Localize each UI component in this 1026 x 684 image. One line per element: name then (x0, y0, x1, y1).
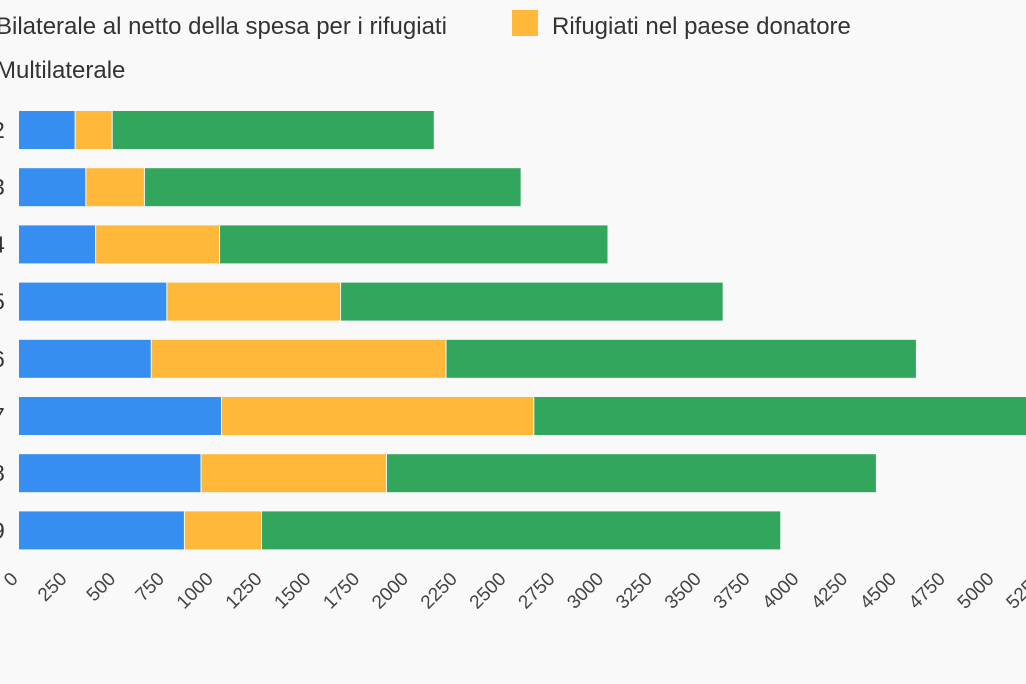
bar-2014-series-1[interactable] (19, 225, 96, 264)
bar-2015-series-2[interactable] (167, 282, 341, 321)
x-tick-label: 4250 (807, 569, 852, 614)
x-axis-ticks: 0 250 500 750 1000 1250 1500 1750 2000 2250 2500 27… (0, 569, 1026, 614)
x-tick-label: 5000 (954, 569, 999, 614)
bar-2015-series-1[interactable] (19, 282, 167, 321)
x-tick-label: 3250 (612, 569, 657, 614)
bar-2013-series-1[interactable] (19, 168, 86, 207)
x-tick-label: 1250 (222, 569, 267, 614)
bar-2016-series-3[interactable] (446, 339, 916, 378)
bar-2016-series-2[interactable] (151, 339, 446, 378)
bar-2019-series-3[interactable] (262, 511, 781, 550)
x-tick-label: 3500 (661, 569, 706, 614)
bar-2017-series-3[interactable] (534, 397, 1026, 435)
bar-2018-series-3[interactable] (386, 454, 876, 493)
x-tick-label: 4500 (856, 569, 901, 614)
x-tick-label: 0 (0, 569, 22, 591)
bar-2013-series-2[interactable] (86, 168, 144, 207)
y-axis-ticks: 2 3 4 5 6 7 8 9 (0, 117, 5, 543)
x-tick-label: 3000 (563, 569, 608, 614)
bar-2019-series-1[interactable] (19, 511, 184, 550)
x-tick-label: 2750 (515, 569, 560, 614)
y-tick-label: 7 (0, 403, 5, 429)
x-tick-label: 1750 (319, 569, 364, 614)
x-tick-label: 2000 (368, 569, 413, 614)
bar-2012-series-3[interactable] (112, 111, 434, 149)
y-tick-label: 8 (0, 460, 5, 486)
bar-2018-series-1[interactable] (19, 454, 201, 493)
y-tick-label: 9 (0, 517, 5, 543)
legend-swatch-2[interactable] (512, 10, 538, 36)
legend-label-3[interactable]: Multilaterale (0, 57, 125, 84)
x-tick-label: 4000 (759, 569, 804, 614)
bar-2017-series-1[interactable] (19, 397, 222, 435)
bar-2014-series-3[interactable] (220, 225, 608, 264)
x-tick-label: 2250 (417, 569, 462, 614)
x-tick-label: 3750 (710, 569, 755, 614)
bar-2015-series-3[interactable] (341, 282, 723, 321)
bar-2013-series-3[interactable] (144, 168, 521, 207)
bar-2016-series-1[interactable] (19, 339, 151, 378)
y-tick-label: 4 (0, 231, 5, 257)
x-tick-label: 500 (83, 569, 120, 606)
x-tick-label: 4750 (905, 569, 950, 614)
x-tick-label: 750 (132, 569, 169, 606)
legend-label-2[interactable]: Rifugiati nel paese donatore (552, 13, 851, 40)
x-tick-label: 5250 (1003, 569, 1026, 614)
x-tick-label: 1500 (271, 569, 316, 614)
legend: Bilaterale al netto della spesa per i ri… (0, 10, 851, 84)
y-tick-label: 6 (0, 346, 5, 372)
bar-2014-series-2[interactable] (96, 225, 220, 264)
y-tick-label: 3 (0, 174, 5, 200)
bar-2017-series-2[interactable] (222, 397, 534, 435)
x-tick-label: 2500 (466, 569, 511, 614)
bar-2012-series-2[interactable] (75, 111, 112, 149)
y-tick-label: 5 (0, 289, 5, 315)
x-tick-label: 1000 (173, 569, 218, 614)
bar-2019-series-2[interactable] (184, 511, 262, 550)
y-tick-label: 2 (0, 117, 5, 143)
bar-2012-series-1[interactable] (19, 111, 75, 149)
bar-2018-series-2[interactable] (201, 454, 386, 493)
bars (19, 111, 1026, 550)
x-tick-label: 250 (34, 569, 71, 606)
legend-label-1[interactable]: Bilaterale al netto della spesa per i ri… (0, 13, 447, 40)
